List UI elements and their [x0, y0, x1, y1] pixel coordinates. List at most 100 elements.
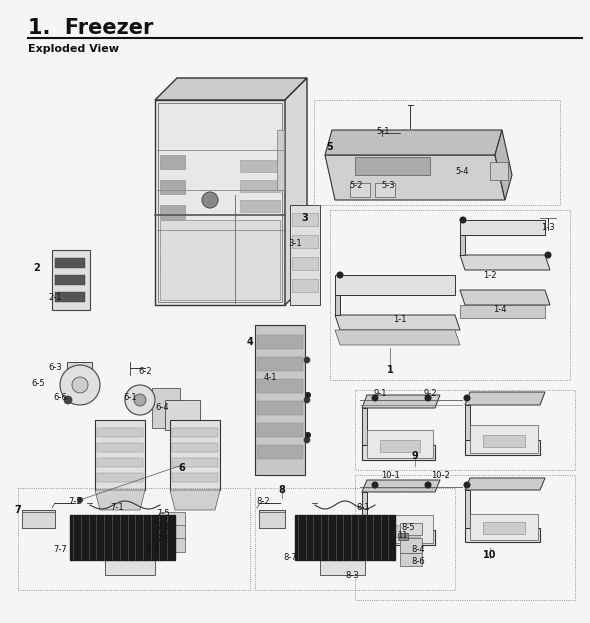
Circle shape: [306, 432, 310, 437]
Polygon shape: [495, 130, 512, 200]
Bar: [367, 515, 433, 543]
Bar: [172, 473, 218, 482]
Bar: [160, 180, 185, 194]
Polygon shape: [259, 510, 285, 528]
Polygon shape: [325, 155, 505, 200]
Polygon shape: [70, 515, 175, 560]
Text: 2: 2: [34, 263, 40, 273]
Text: 8-1: 8-1: [356, 503, 370, 513]
Bar: [160, 155, 185, 169]
Polygon shape: [170, 420, 220, 490]
Circle shape: [77, 498, 83, 503]
Circle shape: [425, 396, 431, 401]
Polygon shape: [362, 480, 440, 492]
Bar: [240, 260, 280, 272]
Bar: [257, 445, 303, 459]
Bar: [172, 428, 218, 437]
Bar: [483, 522, 525, 534]
Circle shape: [304, 437, 310, 443]
Circle shape: [125, 385, 155, 415]
Bar: [257, 379, 303, 393]
Bar: [355, 157, 430, 175]
Text: 6-5: 6-5: [31, 379, 45, 388]
Polygon shape: [170, 490, 220, 510]
Polygon shape: [22, 510, 55, 528]
Text: 9-2: 9-2: [423, 389, 437, 397]
Polygon shape: [362, 492, 367, 530]
Bar: [490, 162, 508, 180]
Bar: [470, 425, 538, 453]
Circle shape: [546, 252, 550, 257]
Polygon shape: [155, 100, 285, 305]
Text: 6-2: 6-2: [138, 368, 152, 376]
Polygon shape: [285, 78, 307, 305]
Bar: [165, 400, 200, 430]
Text: 7-6: 7-6: [156, 535, 170, 543]
Bar: [292, 279, 318, 292]
Text: 1-4: 1-4: [493, 305, 507, 315]
Bar: [22, 512, 55, 528]
Circle shape: [337, 272, 343, 277]
Bar: [257, 401, 303, 415]
Bar: [97, 473, 143, 482]
Circle shape: [202, 192, 218, 208]
Circle shape: [464, 395, 470, 401]
Bar: [277, 130, 284, 190]
Circle shape: [372, 395, 378, 401]
Bar: [400, 538, 422, 553]
Polygon shape: [460, 220, 545, 235]
Circle shape: [372, 396, 378, 401]
Bar: [160, 538, 185, 552]
Circle shape: [372, 482, 378, 488]
Polygon shape: [95, 490, 145, 510]
Text: 5-1: 5-1: [376, 128, 390, 136]
Bar: [240, 180, 280, 192]
Polygon shape: [362, 445, 435, 460]
Circle shape: [304, 397, 310, 403]
Bar: [314, 100, 560, 205]
Bar: [255, 488, 455, 590]
Bar: [152, 388, 180, 428]
Polygon shape: [335, 295, 340, 315]
Polygon shape: [465, 490, 470, 528]
Text: 6: 6: [179, 463, 185, 473]
Circle shape: [460, 217, 466, 223]
Polygon shape: [460, 235, 465, 255]
Text: 7-3: 7-3: [145, 545, 159, 553]
Polygon shape: [95, 420, 145, 490]
Text: 7-1: 7-1: [110, 503, 124, 513]
Bar: [292, 257, 318, 270]
Text: 2-1: 2-1: [48, 293, 62, 303]
Text: 7: 7: [15, 505, 21, 515]
Text: 4: 4: [247, 337, 253, 347]
Bar: [160, 512, 185, 526]
Text: Exploded View: Exploded View: [28, 44, 119, 54]
Text: 8-3: 8-3: [345, 571, 359, 579]
Text: 8-7: 8-7: [283, 553, 297, 563]
Text: 4-1: 4-1: [263, 374, 277, 383]
Text: 9-1: 9-1: [373, 389, 387, 397]
Bar: [330, 210, 570, 380]
Text: 5: 5: [327, 142, 333, 152]
Bar: [257, 335, 303, 349]
Polygon shape: [325, 130, 502, 155]
Text: 5-4: 5-4: [455, 168, 468, 176]
Bar: [160, 255, 185, 269]
Bar: [259, 512, 285, 528]
Text: 7-2: 7-2: [68, 498, 82, 506]
Text: 8-4: 8-4: [411, 545, 425, 553]
Text: 8-2: 8-2: [256, 498, 270, 506]
Text: 1-1: 1-1: [394, 315, 407, 325]
Polygon shape: [55, 275, 85, 285]
Polygon shape: [55, 258, 85, 268]
Circle shape: [337, 272, 343, 278]
Polygon shape: [465, 528, 540, 542]
Circle shape: [134, 394, 146, 406]
Polygon shape: [335, 315, 460, 330]
Circle shape: [64, 396, 72, 404]
Polygon shape: [362, 530, 435, 545]
Text: 6-1: 6-1: [123, 392, 137, 401]
Bar: [18, 488, 250, 590]
Text: 5-3: 5-3: [381, 181, 395, 189]
Polygon shape: [460, 255, 550, 270]
